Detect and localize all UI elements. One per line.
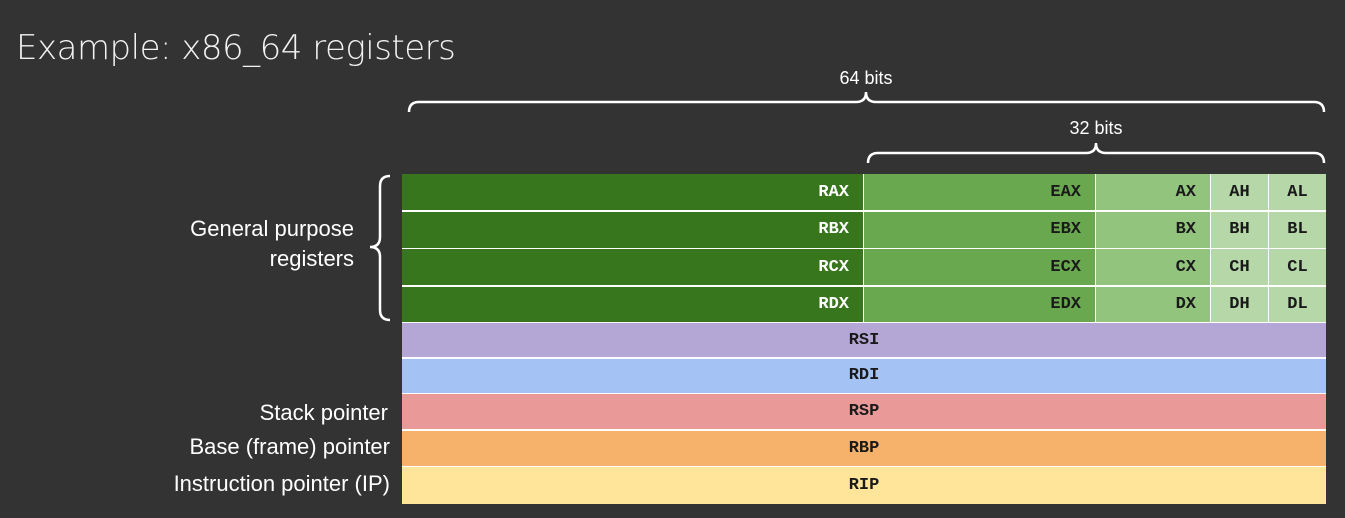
register-ah: AH — [1211, 174, 1269, 210]
register-ax: AX — [1096, 174, 1211, 210]
register-row-rsi: RSI — [402, 323, 1326, 357]
register-rsp: RSP — [402, 394, 1326, 429]
register-rdi: RDI — [402, 358, 1326, 393]
register-edx: EDX — [864, 286, 1096, 322]
register-dl: DL — [1269, 286, 1326, 322]
register-row-rax: RAX EAX AX AH AL — [402, 174, 1326, 210]
register-cl: CL — [1269, 249, 1326, 285]
register-eax: EAX — [864, 174, 1096, 210]
register-rcx: RCX — [402, 249, 864, 285]
register-bh: BH — [1211, 211, 1269, 248]
register-cx: CX — [1096, 249, 1211, 285]
register-row-rbp: RBP — [402, 430, 1326, 466]
register-al: AL — [1269, 174, 1326, 210]
register-rax: RAX — [402, 174, 864, 210]
stack-pointer-label: Stack pointer — [259, 400, 388, 425]
register-ebx: EBX — [864, 211, 1096, 248]
register-rdx: RDX — [402, 286, 864, 322]
page-title: Example: x86_64 registers — [16, 28, 456, 68]
register-bl: BL — [1269, 211, 1326, 248]
instruction-pointer-label: Instruction pointer (IP) — [173, 471, 390, 496]
register-row-rcx: RCX ECX CX CH CL — [402, 249, 1326, 285]
register-row-rbx: RBX EBX BX BH BL — [402, 211, 1326, 248]
register-rip: RIP — [402, 467, 1326, 504]
brace-64-bits — [407, 91, 1326, 113]
register-dx: DX — [1096, 286, 1211, 322]
brace-32-bits — [866, 142, 1326, 164]
base-pointer-label: Base (frame) pointer — [189, 434, 390, 459]
general-purpose-label: General purpose registers — [100, 214, 354, 274]
label-32-bits: 32 bits — [1069, 118, 1123, 138]
general-purpose-label-line2: registers — [269, 246, 354, 271]
register-rbp: RBP — [402, 430, 1326, 466]
register-rbx: RBX — [402, 211, 864, 248]
register-dh: DH — [1211, 286, 1269, 322]
label-64-bits: 64 bits — [839, 68, 893, 88]
register-row-rdi: RDI — [402, 358, 1326, 393]
brace-general-purpose — [369, 174, 391, 322]
register-bx: BX — [1096, 211, 1211, 248]
general-purpose-label-line1: General purpose — [190, 216, 354, 241]
register-row-rip: RIP — [402, 467, 1326, 504]
register-rsi: RSI — [402, 323, 1326, 357]
register-ecx: ECX — [864, 249, 1096, 285]
register-row-rdx: RDX EDX DX DH DL — [402, 286, 1326, 322]
register-row-rsp: RSP — [402, 394, 1326, 429]
register-ch: CH — [1211, 249, 1269, 285]
